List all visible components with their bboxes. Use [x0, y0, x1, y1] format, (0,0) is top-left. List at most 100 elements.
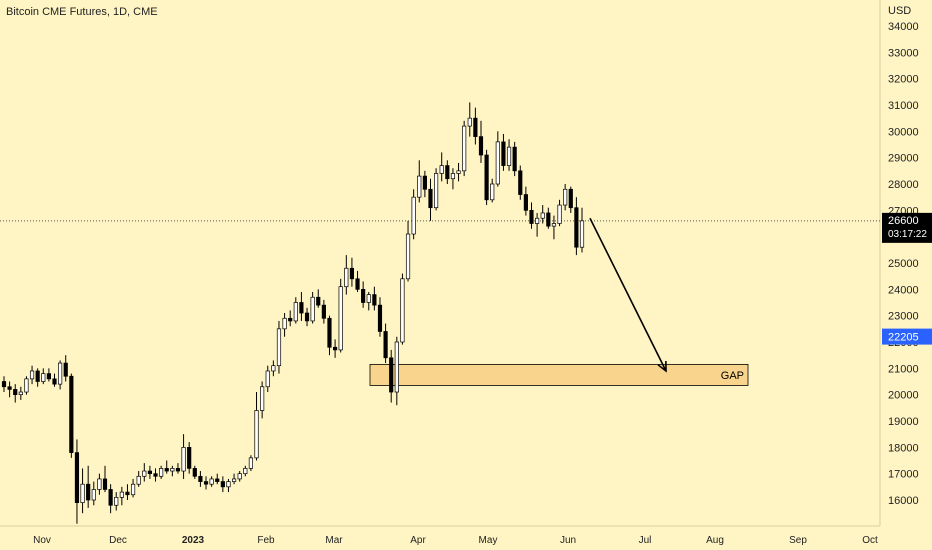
last-price-badge [882, 212, 932, 243]
price-tick-label: 20000 [888, 390, 919, 402]
gap-zone [369, 363, 749, 386]
candle-body [97, 478, 102, 490]
candle-body [108, 489, 113, 506]
candle-body [125, 491, 130, 496]
candle-body [344, 267, 349, 288]
candle-body [7, 386, 12, 390]
candle-body [24, 378, 29, 393]
candle-body [332, 346, 338, 351]
candle-body [254, 410, 259, 459]
time-tick-label: Mar [325, 535, 343, 546]
candle-body [394, 341, 399, 393]
candle-body [288, 317, 293, 322]
candle-body [535, 217, 540, 224]
candle-body [316, 296, 321, 306]
candle-body [147, 470, 152, 475]
candle-body [411, 196, 416, 235]
candle-body [327, 317, 332, 348]
price-tick-label: 16000 [888, 495, 919, 507]
candle-body [568, 188, 573, 209]
candle-body [383, 331, 388, 359]
candle-body [175, 468, 181, 472]
candle-body [372, 294, 377, 306]
candle-body [276, 328, 282, 367]
projection-arrow-head [657, 360, 667, 373]
candle-body [299, 302, 304, 314]
candle-body [439, 165, 444, 174]
candle-body [192, 468, 197, 477]
candle-body [69, 375, 74, 453]
candle-body [181, 446, 186, 472]
candle-body [209, 478, 214, 485]
candle-body [86, 483, 91, 501]
candle-body [551, 223, 557, 227]
candle-body [434, 173, 439, 209]
candle-body [422, 175, 427, 190]
candle-body [18, 391, 23, 396]
candle-body [260, 386, 265, 411]
candle-body [310, 296, 315, 322]
candle-body [63, 362, 68, 377]
price-tick-label: 34000 [888, 21, 919, 33]
time-tick-label: 2023 [182, 535, 205, 546]
candle-body [428, 188, 433, 209]
candle-body [523, 194, 528, 211]
candle-body [563, 188, 568, 206]
candle-body [495, 141, 500, 185]
candle-body [80, 483, 85, 503]
time-tick-label: Apr [410, 535, 426, 546]
candle-body [377, 304, 383, 332]
price-tick-label: 21000 [888, 363, 919, 375]
candle-body [540, 212, 545, 219]
candle-body [338, 286, 343, 351]
candle-body [1, 381, 7, 388]
candle-body [366, 294, 371, 303]
chart-title: Bitcoin CME Futures, 1D, CME [6, 6, 158, 18]
candle-body [237, 473, 242, 480]
candle-body [153, 473, 158, 477]
candle-body [187, 446, 192, 469]
candle-body [355, 278, 360, 290]
price-tick-label: 31000 [888, 100, 919, 112]
candle-body [159, 468, 164, 477]
price-tick-label: 28000 [888, 179, 919, 191]
candle-body [574, 207, 579, 248]
time-tick-label: Jun [560, 535, 576, 546]
candle-body [114, 497, 119, 506]
time-tick-label: Oct [862, 535, 878, 546]
candle-body [130, 483, 136, 496]
time-tick-label: Nov [33, 535, 51, 546]
candle-body [512, 146, 517, 172]
candle-body [467, 117, 472, 127]
candle-body [136, 475, 141, 485]
candle-body [478, 136, 484, 156]
projection-arrow-line [589, 217, 667, 372]
candle-body [74, 452, 80, 503]
candle-body [58, 362, 63, 385]
candle-body [361, 288, 366, 303]
candle-body [215, 478, 220, 482]
candle-body [35, 370, 40, 382]
candle-body [231, 478, 237, 482]
price-tick-label: 23000 [888, 311, 919, 323]
candle-body [102, 478, 108, 490]
candle-body [579, 220, 585, 248]
price-tick-label: 29000 [888, 153, 919, 165]
candle-body [265, 370, 270, 388]
candle-body [198, 475, 203, 482]
candle-body [142, 470, 147, 477]
currency-label: USD [888, 5, 911, 17]
candle-body [282, 317, 287, 330]
candle-body [119, 491, 124, 498]
candle-body [405, 233, 411, 280]
price-tick-label: 32000 [888, 74, 919, 86]
price-tick-label: 19000 [888, 416, 919, 428]
candle-body [46, 373, 51, 380]
candle-body [41, 373, 46, 382]
candle-body [473, 117, 478, 137]
candle-body [529, 209, 534, 224]
price-tick-label: 25000 [888, 258, 919, 270]
candle-body [226, 481, 231, 488]
